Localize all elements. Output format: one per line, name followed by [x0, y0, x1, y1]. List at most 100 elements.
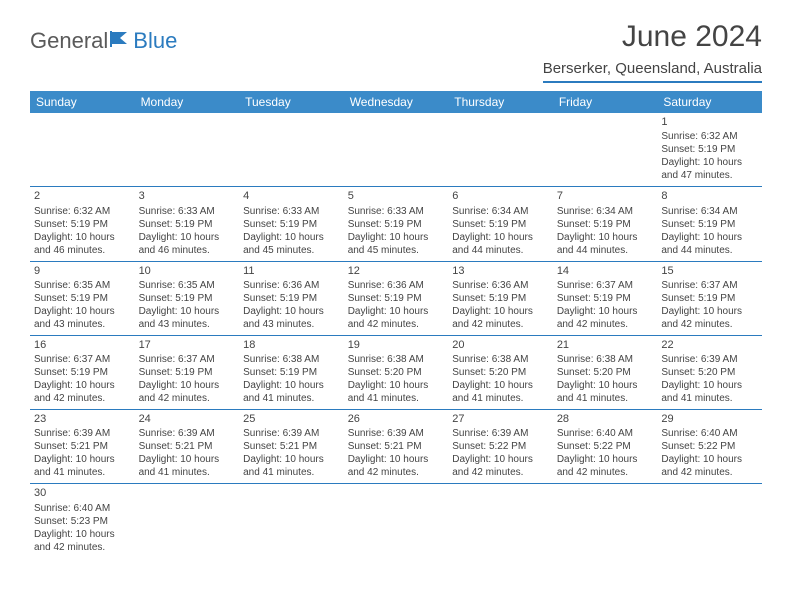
weekday-header: Tuesday: [239, 91, 344, 113]
sunset-line: Sunset: 5:22 PM: [661, 440, 758, 453]
calendar-day-cell: 8Sunrise: 6:34 AMSunset: 5:19 PMDaylight…: [657, 187, 762, 261]
day-number: 25: [243, 412, 340, 426]
calendar-week-row: 1Sunrise: 6:32 AMSunset: 5:19 PMDaylight…: [30, 113, 762, 187]
calendar-week-row: 2Sunrise: 6:32 AMSunset: 5:19 PMDaylight…: [30, 187, 762, 261]
day-number: 28: [557, 412, 654, 426]
sunrise-line: Sunrise: 6:35 AM: [139, 279, 236, 292]
calendar-day-cell: 15Sunrise: 6:37 AMSunset: 5:19 PMDayligh…: [657, 261, 762, 335]
day-number: 7: [557, 189, 654, 203]
calendar-day-cell: 12Sunrise: 6:36 AMSunset: 5:19 PMDayligh…: [344, 261, 449, 335]
sunset-line: Sunset: 5:21 PM: [243, 440, 340, 453]
sunrise-line: Sunrise: 6:33 AM: [243, 205, 340, 218]
calendar-empty-cell: [239, 484, 344, 558]
daylight-line: Daylight: 10 hours and 41 minutes.: [661, 379, 758, 405]
sunset-line: Sunset: 5:19 PM: [34, 218, 131, 231]
sunrise-line: Sunrise: 6:34 AM: [557, 205, 654, 218]
day-number: 20: [452, 338, 549, 352]
daylight-line: Daylight: 10 hours and 42 minutes.: [34, 528, 131, 554]
sunrise-line: Sunrise: 6:40 AM: [557, 427, 654, 440]
calendar-week-row: 9Sunrise: 6:35 AMSunset: 5:19 PMDaylight…: [30, 261, 762, 335]
sunset-line: Sunset: 5:19 PM: [139, 218, 236, 231]
sunrise-line: Sunrise: 6:39 AM: [661, 353, 758, 366]
calendar-empty-cell: [553, 484, 658, 558]
page-title: June 2024: [543, 20, 762, 54]
daylight-line: Daylight: 10 hours and 45 minutes.: [348, 231, 445, 257]
sunrise-line: Sunrise: 6:39 AM: [243, 427, 340, 440]
sunrise-line: Sunrise: 6:36 AM: [348, 279, 445, 292]
location-subtitle: Berserker, Queensland, Australia: [543, 60, 762, 83]
daylight-line: Daylight: 10 hours and 41 minutes.: [243, 379, 340, 405]
calendar-day-cell: 5Sunrise: 6:33 AMSunset: 5:19 PMDaylight…: [344, 187, 449, 261]
calendar-empty-cell: [344, 113, 449, 187]
calendar-day-cell: 28Sunrise: 6:40 AMSunset: 5:22 PMDayligh…: [553, 410, 658, 484]
calendar-day-cell: 1Sunrise: 6:32 AMSunset: 5:19 PMDaylight…: [657, 113, 762, 187]
calendar-empty-cell: [448, 484, 553, 558]
sunset-line: Sunset: 5:21 PM: [139, 440, 236, 453]
sunrise-line: Sunrise: 6:37 AM: [557, 279, 654, 292]
day-number: 6: [452, 189, 549, 203]
sunset-line: Sunset: 5:19 PM: [139, 292, 236, 305]
daylight-line: Daylight: 10 hours and 41 minutes.: [139, 453, 236, 479]
calendar-empty-cell: [553, 113, 658, 187]
calendar-empty-cell: [239, 113, 344, 187]
sunset-line: Sunset: 5:19 PM: [34, 292, 131, 305]
sunset-line: Sunset: 5:19 PM: [34, 366, 131, 379]
daylight-line: Daylight: 10 hours and 44 minutes.: [557, 231, 654, 257]
day-number: 23: [34, 412, 131, 426]
calendar-day-cell: 24Sunrise: 6:39 AMSunset: 5:21 PMDayligh…: [135, 410, 240, 484]
sunset-line: Sunset: 5:19 PM: [243, 218, 340, 231]
weekday-header: Sunday: [30, 91, 135, 113]
day-number: 2: [34, 189, 131, 203]
weekday-header: Wednesday: [344, 91, 449, 113]
day-number: 14: [557, 264, 654, 278]
day-number: 12: [348, 264, 445, 278]
weekday-header: Monday: [135, 91, 240, 113]
sunset-line: Sunset: 5:19 PM: [661, 292, 758, 305]
calendar-day-cell: 30Sunrise: 6:40 AMSunset: 5:23 PMDayligh…: [30, 484, 135, 558]
daylight-line: Daylight: 10 hours and 42 minutes.: [452, 453, 549, 479]
calendar-body: 1Sunrise: 6:32 AMSunset: 5:19 PMDaylight…: [30, 113, 762, 558]
calendar-day-cell: 18Sunrise: 6:38 AMSunset: 5:19 PMDayligh…: [239, 335, 344, 409]
calendar-day-cell: 17Sunrise: 6:37 AMSunset: 5:19 PMDayligh…: [135, 335, 240, 409]
calendar-week-row: 30Sunrise: 6:40 AMSunset: 5:23 PMDayligh…: [30, 484, 762, 558]
sunset-line: Sunset: 5:20 PM: [661, 366, 758, 379]
sunrise-line: Sunrise: 6:37 AM: [139, 353, 236, 366]
daylight-line: Daylight: 10 hours and 42 minutes.: [139, 379, 236, 405]
calendar-day-cell: 10Sunrise: 6:35 AMSunset: 5:19 PMDayligh…: [135, 261, 240, 335]
calendar-day-cell: 20Sunrise: 6:38 AMSunset: 5:20 PMDayligh…: [448, 335, 553, 409]
calendar-day-cell: 3Sunrise: 6:33 AMSunset: 5:19 PMDaylight…: [135, 187, 240, 261]
sunset-line: Sunset: 5:19 PM: [243, 366, 340, 379]
calendar-day-cell: 21Sunrise: 6:38 AMSunset: 5:20 PMDayligh…: [553, 335, 658, 409]
calendar-day-cell: 26Sunrise: 6:39 AMSunset: 5:21 PMDayligh…: [344, 410, 449, 484]
sunset-line: Sunset: 5:23 PM: [34, 515, 131, 528]
sunset-line: Sunset: 5:19 PM: [139, 366, 236, 379]
daylight-line: Daylight: 10 hours and 43 minutes.: [243, 305, 340, 331]
sunrise-line: Sunrise: 6:40 AM: [661, 427, 758, 440]
daylight-line: Daylight: 10 hours and 42 minutes.: [452, 305, 549, 331]
calendar-empty-cell: [135, 113, 240, 187]
day-number: 22: [661, 338, 758, 352]
sunset-line: Sunset: 5:19 PM: [452, 292, 549, 305]
sunrise-line: Sunrise: 6:32 AM: [34, 205, 131, 218]
calendar-empty-cell: [135, 484, 240, 558]
daylight-line: Daylight: 10 hours and 41 minutes.: [243, 453, 340, 479]
calendar-day-cell: 29Sunrise: 6:40 AMSunset: 5:22 PMDayligh…: [657, 410, 762, 484]
sunrise-line: Sunrise: 6:38 AM: [452, 353, 549, 366]
sunrise-line: Sunrise: 6:40 AM: [34, 502, 131, 515]
sunset-line: Sunset: 5:19 PM: [348, 292, 445, 305]
daylight-line: Daylight: 10 hours and 47 minutes.: [661, 156, 758, 182]
daylight-line: Daylight: 10 hours and 42 minutes.: [661, 305, 758, 331]
sunset-line: Sunset: 5:19 PM: [348, 218, 445, 231]
day-number: 29: [661, 412, 758, 426]
calendar-day-cell: 19Sunrise: 6:38 AMSunset: 5:20 PMDayligh…: [344, 335, 449, 409]
sunrise-line: Sunrise: 6:34 AM: [661, 205, 758, 218]
sunset-line: Sunset: 5:21 PM: [34, 440, 131, 453]
calendar-empty-cell: [448, 113, 553, 187]
calendar-empty-cell: [344, 484, 449, 558]
sunrise-line: Sunrise: 6:38 AM: [243, 353, 340, 366]
header: GeneralBlue June 2024 Berserker, Queensl…: [30, 20, 762, 83]
sunrise-line: Sunrise: 6:36 AM: [243, 279, 340, 292]
calendar-day-cell: 6Sunrise: 6:34 AMSunset: 5:19 PMDaylight…: [448, 187, 553, 261]
day-number: 21: [557, 338, 654, 352]
sunset-line: Sunset: 5:19 PM: [661, 143, 758, 156]
